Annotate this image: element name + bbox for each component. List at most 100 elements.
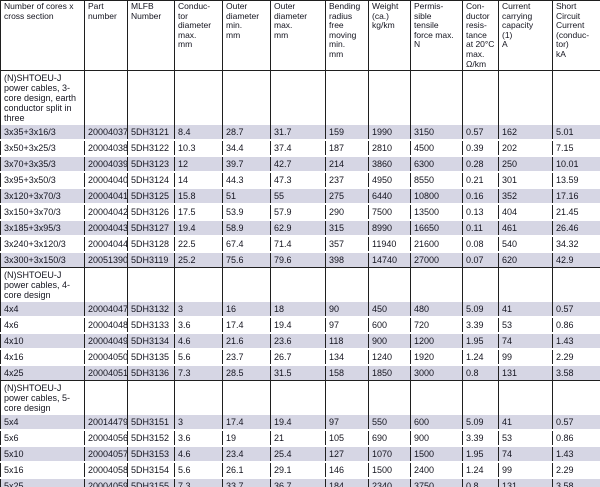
cell: 12 xyxy=(174,155,223,173)
cell: 450 xyxy=(368,302,411,318)
cell: 14740 xyxy=(368,251,411,268)
cell: 17.5 xyxy=(174,203,223,221)
cell: 41 xyxy=(498,415,553,431)
section-title: (N)SHTOEU-J power cables, 4- core design xyxy=(0,267,85,303)
cell: 26.7 xyxy=(270,348,326,366)
cell: 51 xyxy=(222,187,271,205)
cell: 44.3 xyxy=(222,171,271,189)
cell: 127 xyxy=(325,445,369,463)
cell: 5DH3127 xyxy=(127,219,175,237)
cell: 131 xyxy=(498,477,553,487)
cell: 0.39 xyxy=(462,139,499,157)
cell: 99 xyxy=(498,348,553,366)
cell: 3 xyxy=(174,415,223,431)
cell: 5DH3155 xyxy=(127,477,175,487)
section-empty-cell xyxy=(462,70,499,126)
cell: 1500 xyxy=(368,461,411,479)
cell: 2810 xyxy=(368,139,411,157)
cell: 97 xyxy=(325,415,369,431)
cell: 3150 xyxy=(410,125,463,141)
cell: 5DH3132 xyxy=(127,302,175,318)
cell: 0.57 xyxy=(462,125,499,141)
cell: 5.6 xyxy=(174,348,223,366)
column-header: Permis- sible tensile force max. N xyxy=(410,0,463,72)
cell: 15.8 xyxy=(174,187,223,205)
table-row: 3x185+3x95/3 20004043 5DH3127 19.4 58.9 62.9 3… xyxy=(0,219,600,237)
cell: 5.09 xyxy=(462,302,499,318)
cell: 5DH3134 xyxy=(127,332,175,350)
cell: 5DH3119 xyxy=(127,251,175,268)
cell: 62.9 xyxy=(270,219,326,237)
cell: 290 xyxy=(325,203,369,221)
cell: 5DH3152 xyxy=(127,429,175,447)
cell: 3x240+3x120/3 xyxy=(0,235,85,253)
cell: 118 xyxy=(325,332,369,350)
cell: 4500 xyxy=(410,139,463,157)
cell: 39.7 xyxy=(222,155,271,173)
cell: 4x4 xyxy=(0,302,85,318)
cell: 17.4 xyxy=(222,415,271,431)
cell: 6440 xyxy=(368,187,411,205)
section-empty-cell xyxy=(552,267,600,303)
cell: 352 xyxy=(498,187,553,205)
cell: 0.57 xyxy=(552,415,600,431)
cell: 1240 xyxy=(368,348,411,366)
table-row: 5x6 20004056 5DH3152 3.6 19 21 105 690 900 3.39 53… xyxy=(0,429,600,447)
cell: 134 xyxy=(325,348,369,366)
cell: 8990 xyxy=(368,219,411,237)
cell: 4x25 xyxy=(0,364,85,381)
cell: 34.32 xyxy=(552,235,600,253)
cell: 5DH3124 xyxy=(127,171,175,189)
cell: 690 xyxy=(368,429,411,447)
cell: 162 xyxy=(498,125,553,141)
cell: 42.9 xyxy=(552,251,600,268)
cell: 67.4 xyxy=(222,235,271,253)
cell: 28.7 xyxy=(222,125,271,141)
cell: 5DH3154 xyxy=(127,461,175,479)
cell: 18 xyxy=(270,302,326,318)
section-empty-cell xyxy=(174,267,223,303)
column-header: Bending radius free moving min. mm xyxy=(325,0,369,72)
cell: 42.7 xyxy=(270,155,326,173)
cell: 398 xyxy=(325,251,369,268)
cell: 4.6 xyxy=(174,445,223,463)
cell: 3x150+3x70/3 xyxy=(0,203,85,221)
cell: 7500 xyxy=(368,203,411,221)
cell: 5x25 xyxy=(0,477,85,487)
column-header: Short Circuit Current (conduc- tor) kA xyxy=(552,0,600,72)
cell: 20004042 xyxy=(84,203,128,221)
section-empty-cell xyxy=(462,267,499,303)
cell: 1850 xyxy=(368,364,411,381)
cell: 1990 xyxy=(368,125,411,141)
cell: 0.11 xyxy=(462,219,499,237)
cell: 0.28 xyxy=(462,155,499,173)
column-header: Outer diameter min. mm xyxy=(222,0,271,72)
table-row: 5x4 20014479 5DH3151 3 17.4 19.4 97 550 600 5.09 4… xyxy=(0,415,600,431)
cell: 55 xyxy=(270,187,326,205)
cell: 3x185+3x95/3 xyxy=(0,219,85,237)
cell: 71.4 xyxy=(270,235,326,253)
cell: 31.5 xyxy=(270,364,326,381)
cell: 131 xyxy=(498,364,553,381)
section-empty-cell xyxy=(270,70,326,126)
cell: 3x300+3x150/3 xyxy=(0,251,85,268)
section-empty-cell xyxy=(127,380,175,416)
cell: 21 xyxy=(270,429,326,447)
cell: 0.86 xyxy=(552,316,600,334)
section-title-row: (N)SHTOEU-J power cables, 4- core design xyxy=(0,267,600,303)
cell: 57.9 xyxy=(270,203,326,221)
cell: 0.8 xyxy=(462,477,499,487)
section-empty-cell xyxy=(498,70,553,126)
cell: 0.21 xyxy=(462,171,499,189)
cell: 19.4 xyxy=(270,316,326,334)
cell: 3x35+3x16/3 xyxy=(0,125,85,141)
cell: 20004044 xyxy=(84,235,128,253)
cell: 187 xyxy=(325,139,369,157)
cell: 20014479 xyxy=(84,415,128,431)
cell: 27000 xyxy=(410,251,463,268)
section-empty-cell xyxy=(84,70,128,126)
section-empty-cell xyxy=(222,380,271,416)
cell: 5.01 xyxy=(552,125,600,141)
cell: 5.6 xyxy=(174,461,223,479)
